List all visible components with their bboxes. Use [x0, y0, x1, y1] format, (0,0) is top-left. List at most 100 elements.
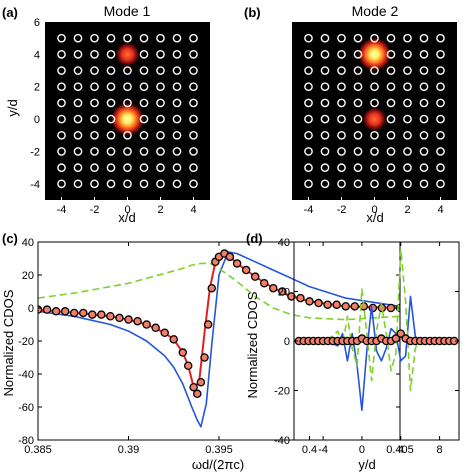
panel-b-rod	[419, 130, 429, 140]
panel-a-ytick-label: 2	[34, 82, 40, 94]
panel-c-marker	[278, 287, 287, 296]
panel-a-rod	[106, 50, 116, 59]
panel-a-hotspot-1	[115, 41, 140, 67]
panel-c-marker	[203, 320, 213, 329]
panel-a-rod	[106, 179, 116, 189]
panel-a-rod	[123, 66, 132, 75]
panel-a-rod	[189, 179, 198, 189]
panel-a-rod	[123, 163, 132, 172]
panel-a-xtick-label: 0	[124, 204, 130, 216]
panel-a-rod	[90, 82, 99, 92]
panel-b-rod	[353, 33, 363, 43]
panel-d-xlabel: y/d	[358, 457, 375, 472]
panel-b-rod	[304, 163, 313, 172]
panel-b-rod	[419, 66, 429, 75]
panel-a-rod	[123, 33, 132, 43]
panel-a-rod	[90, 50, 99, 59]
panel-a-rod	[73, 114, 83, 124]
panel-c-marker	[88, 310, 97, 319]
panel-b-label: (b)	[244, 5, 261, 20]
panel-a-rod	[106, 66, 116, 75]
panel-a-xlabel: x/d	[118, 210, 135, 225]
panel-b-rod	[320, 114, 330, 124]
panel-b-xlabel: x/d	[366, 210, 383, 225]
panel-b-rod	[320, 33, 330, 43]
panel-a-rod	[57, 179, 66, 189]
panel-c-marker	[79, 308, 88, 318]
panel-d-label: (d)	[246, 231, 263, 246]
panel-a-rod	[123, 82, 132, 92]
panel-c-marker	[341, 302, 350, 311]
panel-a-rod	[106, 82, 116, 92]
panel-b-rod	[386, 147, 396, 156]
panel-a-rod	[57, 33, 66, 43]
panel-a-rod	[57, 82, 66, 92]
panel-b-rod	[337, 33, 346, 43]
panel-a-rod	[172, 66, 182, 75]
panel-c-marker	[160, 328, 169, 337]
panel-a-rod	[156, 179, 165, 189]
panel-d-xtick-label: 8	[437, 444, 443, 456]
panel-d-ytick-label: -20	[274, 386, 290, 398]
panel-b-rod	[419, 98, 429, 108]
panel-b-rod	[419, 163, 429, 172]
panel-d-ytick-label: -40	[274, 435, 290, 447]
panel-b-rod	[419, 179, 429, 189]
panel-a-rod	[106, 33, 116, 43]
panel-b-rod	[370, 130, 379, 140]
panel-b-rod	[320, 50, 330, 59]
panel-a-rod	[139, 33, 149, 43]
panel-d-ytick-label: 40	[278, 237, 290, 249]
panel-c-marker	[51, 307, 61, 316]
panel-b-rod	[320, 179, 330, 189]
panel-b-rod	[386, 179, 396, 189]
panel-b-rod	[386, 66, 396, 75]
panel-a-ytick-label: 4	[34, 49, 40, 61]
panel-b-rod	[386, 33, 396, 43]
panel-a-rod	[106, 147, 116, 156]
panel-b-rod	[419, 147, 429, 156]
panel-c-marker	[225, 252, 235, 262]
panel-b-rod	[353, 163, 363, 172]
panel-d-marker	[391, 334, 401, 343]
panel-a-rod	[73, 33, 83, 43]
panel-a-rod	[90, 163, 99, 172]
panel-a-xtick-label: 2	[157, 204, 163, 216]
panel-b-rod	[370, 82, 379, 92]
panel-b-xtick-label: -2	[337, 204, 347, 216]
panel-c-marker	[151, 323, 160, 333]
panel-a-rod	[73, 130, 83, 140]
panel-a-rod	[73, 147, 83, 156]
panel-c-label: (c)	[2, 231, 18, 246]
panel-b-rod	[386, 50, 396, 59]
panel-c-xtick-label: 0.39	[118, 444, 139, 456]
panel-a-rod	[123, 179, 132, 189]
panel-a-rod	[73, 98, 83, 108]
panel-a-xtick-label: -2	[90, 204, 100, 216]
panel-a-rod	[90, 66, 99, 75]
panel-b-rod	[320, 98, 330, 108]
panel-b-rod	[403, 66, 412, 75]
panel-d-plot-area	[294, 248, 459, 412]
panel-c-marker	[60, 307, 70, 316]
panel-a-ytick-label: -4	[30, 179, 40, 191]
panel-b-rod	[304, 130, 313, 140]
panel-b-rod	[337, 82, 346, 92]
panel-c-ytick-label: 40	[22, 237, 34, 249]
panel-a-rod	[73, 179, 83, 189]
panel-b-rod	[403, 33, 412, 43]
panel-b-rod	[370, 163, 379, 172]
panel-a-rod	[73, 50, 83, 59]
panel-b-rod	[337, 114, 346, 124]
panel-d-ytick-label: 20	[278, 287, 290, 299]
panel-c-marker	[178, 348, 188, 357]
panel-c-marker	[200, 353, 209, 362]
panel-a-rod	[189, 50, 198, 59]
panel-b-rod	[403, 130, 412, 140]
panel-c-marker	[169, 335, 178, 344]
panel-b-rod	[337, 50, 346, 59]
panel-c-marker	[97, 310, 106, 319]
panel-d-xtick-label: 0	[359, 444, 365, 456]
panel-c-marker	[42, 305, 52, 314]
panel-a-rod	[156, 82, 165, 92]
